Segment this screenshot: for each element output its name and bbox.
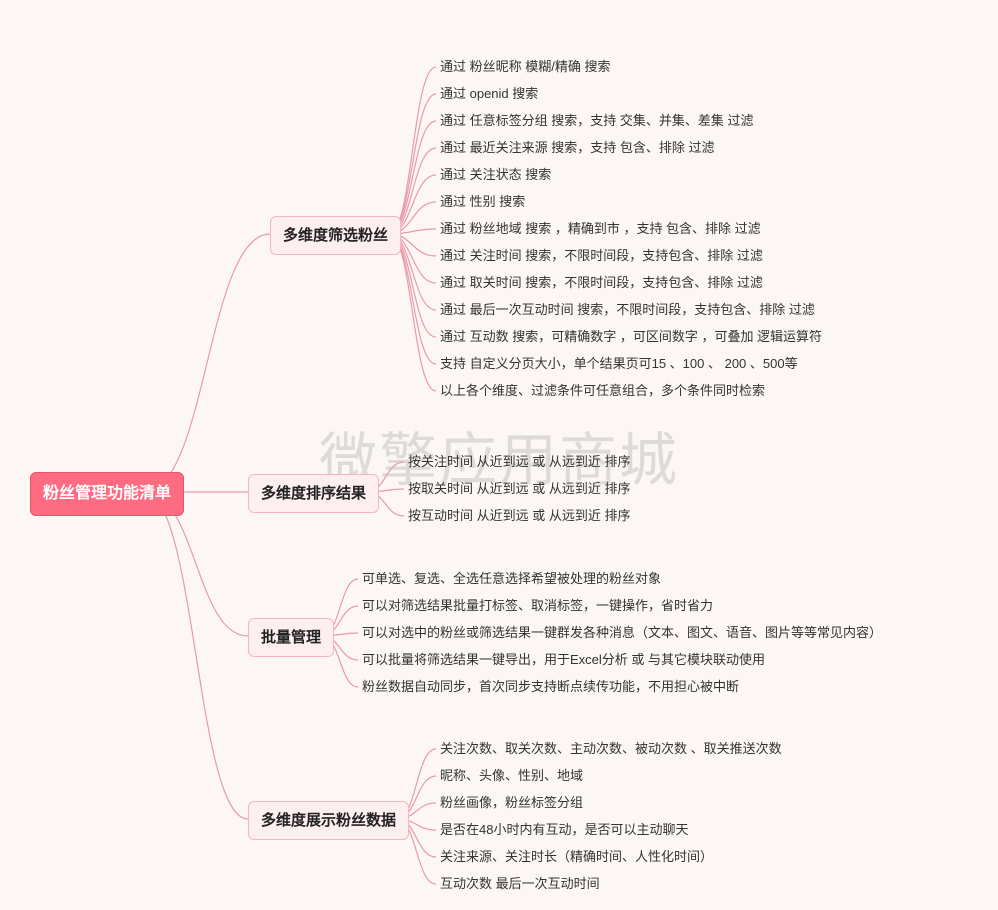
leaf-display-4: 关注来源、关注时长（精确时间、人性化时间） <box>440 848 713 866</box>
branch-display[interactable]: 多维度展示粉丝数据 <box>248 801 409 840</box>
branch-filter[interactable]: 多维度筛选粉丝 <box>270 216 401 255</box>
leaf-sort-2: 按互动时间 从近到远 或 从远到近 排序 <box>408 507 630 525</box>
leaf-filter-12: 以上各个维度、过滤条件可任意组合，多个条件同时检索 <box>440 382 765 400</box>
leaf-display-0: 关注次数、取关次数、主动次数、被动次数 、取关推送次数 <box>440 740 782 758</box>
leaf-batch-2: 可以对选中的粉丝或筛选结果一键群发各种消息（文本、图文、语音、图片等等常见内容） <box>362 624 882 642</box>
leaf-filter-8: 通过 取关时间 搜索，不限时间段，支持包含、排除 过滤 <box>440 274 763 292</box>
leaf-filter-3: 通过 最近关注来源 搜索，支持 包含、排除 过滤 <box>440 139 714 157</box>
root-node[interactable]: 粉丝管理功能清单 <box>30 472 184 516</box>
leaf-filter-1: 通过 openid 搜索 <box>440 85 538 103</box>
leaf-filter-11: 支持 自定义分页大小，单个结果页可15 、100 、 200 、500等 <box>440 355 798 373</box>
leaf-filter-5: 通过 性别 搜索 <box>440 193 525 211</box>
leaf-batch-4: 粉丝数据自动同步，首次同步支持断点续传功能，不用担心被中断 <box>362 678 739 696</box>
leaf-filter-10: 通过 互动数 搜索，可精确数字 ，可区间数字 ，可叠加 逻辑运算符 <box>440 328 822 346</box>
leaf-sort-1: 按取关时间 从近到远 或 从远到近 排序 <box>408 480 630 498</box>
leaf-filter-4: 通过 关注状态 搜索 <box>440 166 551 184</box>
leaf-filter-7: 通过 关注时间 搜索，不限时间段，支持包含、排除 过滤 <box>440 247 763 265</box>
leaf-batch-3: 可以批量将筛选结果一键导出，用于Excel分析 或 与其它模块联动使用 <box>362 651 765 669</box>
leaf-filter-2: 通过 任意标签分组 搜索，支持 交集、并集、差集 过滤 <box>440 112 753 130</box>
branch-batch[interactable]: 批量管理 <box>248 618 334 657</box>
leaf-display-1: 昵称、头像、性别、地域 <box>440 767 583 785</box>
leaf-batch-0: 可单选、复选、全选任意选择希望被处理的粉丝对象 <box>362 570 661 588</box>
leaf-display-2: 粉丝画像，粉丝标签分组 <box>440 794 583 812</box>
leaf-batch-1: 可以对筛选结果批量打标签、取消标签，一键操作，省时省力 <box>362 597 713 615</box>
branch-sort[interactable]: 多维度排序结果 <box>248 474 379 513</box>
leaf-display-3: 是否在48小时内有互动，是否可以主动聊天 <box>440 821 688 839</box>
leaf-sort-0: 按关注时间 从近到远 或 从远到近 排序 <box>408 453 630 471</box>
leaf-filter-9: 通过 最后一次互动时间 搜索，不限时间段，支持包含、排除 过滤 <box>440 301 815 319</box>
leaf-filter-6: 通过 粉丝地域 搜索 ，精确到市 ，支持 包含、排除 过滤 <box>440 220 761 238</box>
leaf-filter-0: 通过 粉丝昵称 模糊/精确 搜索 <box>440 58 610 76</box>
leaf-display-5: 互动次数 最后一次互动时间 <box>440 875 600 893</box>
